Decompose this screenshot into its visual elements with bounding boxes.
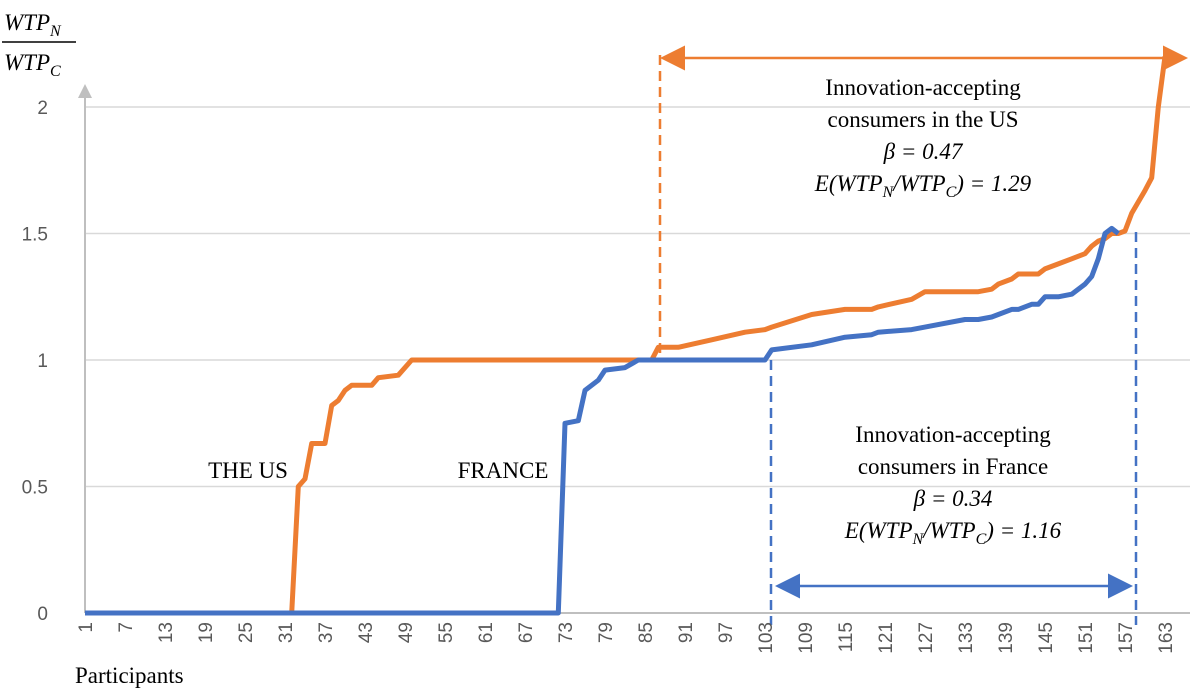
x-tick-label: 31 — [276, 622, 297, 643]
formula-part: ) = 1.29 — [954, 171, 1031, 196]
x-tick-label: 13 — [156, 622, 177, 643]
x-tick-label: 1 — [76, 622, 97, 633]
formula-sub: C — [946, 184, 957, 201]
x-tick-label: 145 — [1036, 622, 1057, 654]
annotation-line: consumers in France — [858, 454, 1048, 479]
y-tick-label: 0.5 — [22, 478, 48, 499]
formula-sub: N — [882, 184, 895, 201]
series-line — [85, 56, 1168, 616]
x-tick-label: 49 — [396, 622, 417, 643]
formula-sub: C — [976, 531, 987, 548]
label-part: WTP — [4, 50, 50, 75]
x-tick-label: 25 — [236, 622, 257, 643]
y-tick-label: 0 — [37, 604, 48, 625]
series-line — [85, 225, 1120, 616]
x-tick-label: 139 — [996, 622, 1017, 654]
x-tick-label: 43 — [356, 622, 377, 643]
annotation-formula: E(WTPN/WTPC) = 1.29 — [814, 171, 1032, 201]
annotation-line: consumers in the US — [827, 107, 1018, 132]
x-tick-label: 55 — [436, 622, 457, 643]
y-axis-label: WTPN — [4, 10, 62, 40]
x-tick-label: 19 — [196, 622, 217, 643]
formula-sub: N — [912, 531, 925, 548]
annotation-formula: E(WTPN/WTPC) = 1.16 — [844, 518, 1062, 548]
y-tick-label: 1 — [37, 351, 48, 372]
annotation-line: β = 0.47 — [883, 139, 964, 164]
series-label: FRANCE — [458, 458, 549, 483]
x-tick-label: 61 — [476, 622, 497, 643]
series-label: THE US — [208, 458, 288, 483]
x-tick-label: 67 — [516, 622, 537, 643]
x-tick-label: 37 — [316, 622, 337, 643]
formula-part: ) = 1.16 — [984, 518, 1061, 543]
x-tick-label: 103 — [756, 622, 777, 654]
y-tick-label: 2 — [37, 98, 48, 119]
x-tick-label: 73 — [556, 622, 577, 643]
x-tick-label: 7 — [116, 622, 137, 633]
x-tick-label: 163 — [1156, 622, 1177, 654]
formula-part: /WTP — [921, 518, 975, 543]
label-sub: N — [49, 23, 62, 40]
lines — [85, 56, 1168, 616]
x-tick-label: 85 — [636, 622, 657, 643]
formula-part: /WTP — [891, 171, 945, 196]
x-tick-label: 109 — [796, 622, 817, 654]
x-tick-label: 151 — [1076, 622, 1097, 654]
x-tick-label: 127 — [916, 622, 937, 654]
y-axis-label: WTPC — [4, 50, 61, 80]
y-axis-arrow — [78, 84, 92, 98]
x-tick-label: 157 — [1116, 622, 1137, 654]
annotation-line: Innovation-accepting — [855, 422, 1051, 447]
formula-part: E(WTP — [814, 171, 883, 196]
label-part: WTP — [4, 10, 50, 35]
annotation-line: Innovation-accepting — [825, 75, 1021, 100]
y-tick-label: 1.5 — [22, 225, 48, 246]
formula-part: E(WTP — [844, 518, 913, 543]
x-tick-label: 91 — [676, 622, 697, 643]
label-sub: C — [50, 63, 61, 80]
labels: 0 0.5 1 1.5 2 1 7 13 19 25 31 37 43 49 55 61 67 73 79 85 91 9… — [2, 10, 1177, 688]
x-tick-label: 133 — [956, 622, 977, 654]
x-tick-label: 79 — [596, 622, 617, 643]
x-axis-label: Participants — [75, 663, 184, 688]
x-tick-label: 115 — [836, 622, 857, 652]
x-tick-label: 97 — [716, 622, 737, 643]
annotation-line: β = 0.34 — [913, 486, 993, 511]
x-tick-label: 121 — [876, 622, 897, 654]
